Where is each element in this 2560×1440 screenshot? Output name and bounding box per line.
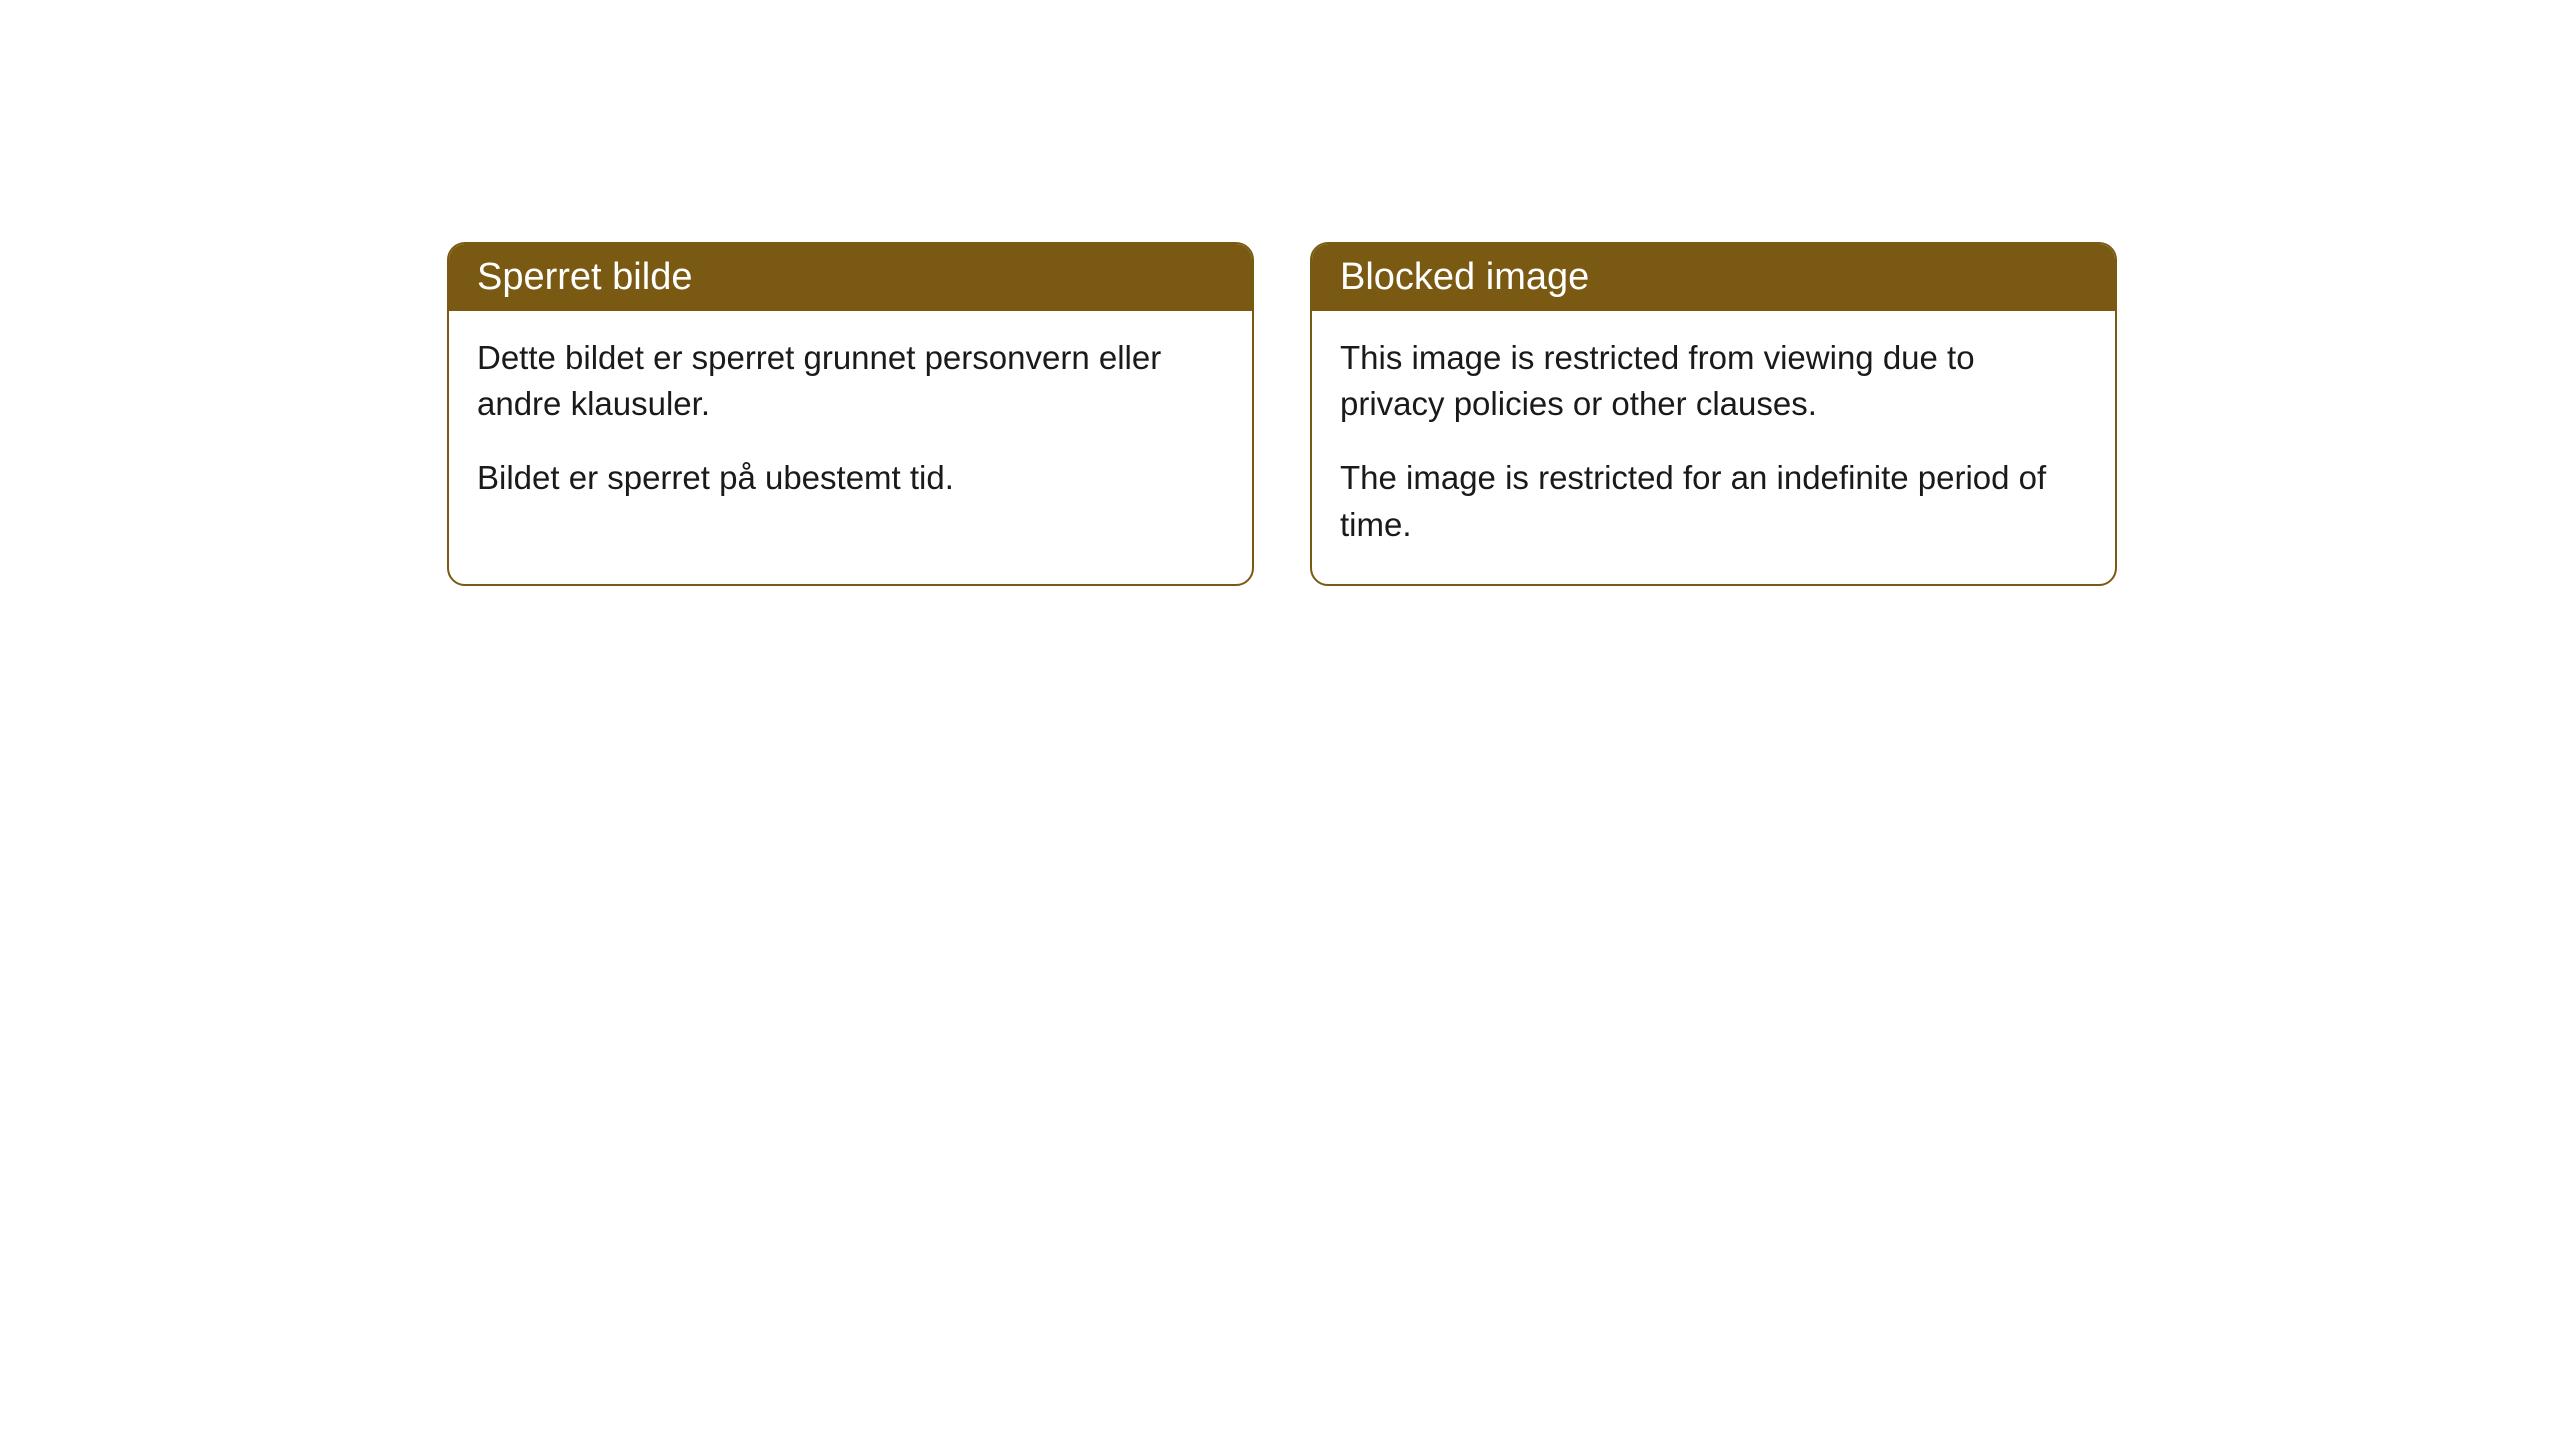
card-paragraph-en-2: The image is restricted for an indefinit…	[1340, 455, 2087, 547]
card-header-en: Blocked image	[1312, 244, 2115, 311]
card-title-en: Blocked image	[1340, 256, 1589, 298]
blocked-image-card-no: Sperret bilde Dette bildet er sperret gr…	[447, 242, 1254, 586]
card-body-en: This image is restricted from viewing du…	[1312, 311, 2115, 584]
card-paragraph-no-1: Dette bildet er sperret grunnet personve…	[477, 335, 1224, 427]
card-title-no: Sperret bilde	[477, 256, 692, 298]
card-paragraph-en-1: This image is restricted from viewing du…	[1340, 335, 2087, 427]
blocked-image-card-en: Blocked image This image is restricted f…	[1310, 242, 2117, 586]
card-header-no: Sperret bilde	[449, 244, 1252, 311]
notice-card-container: Sperret bilde Dette bildet er sperret gr…	[447, 242, 2117, 586]
card-paragraph-no-2: Bildet er sperret på ubestemt tid.	[477, 455, 1224, 501]
card-body-no: Dette bildet er sperret grunnet personve…	[449, 311, 1252, 538]
